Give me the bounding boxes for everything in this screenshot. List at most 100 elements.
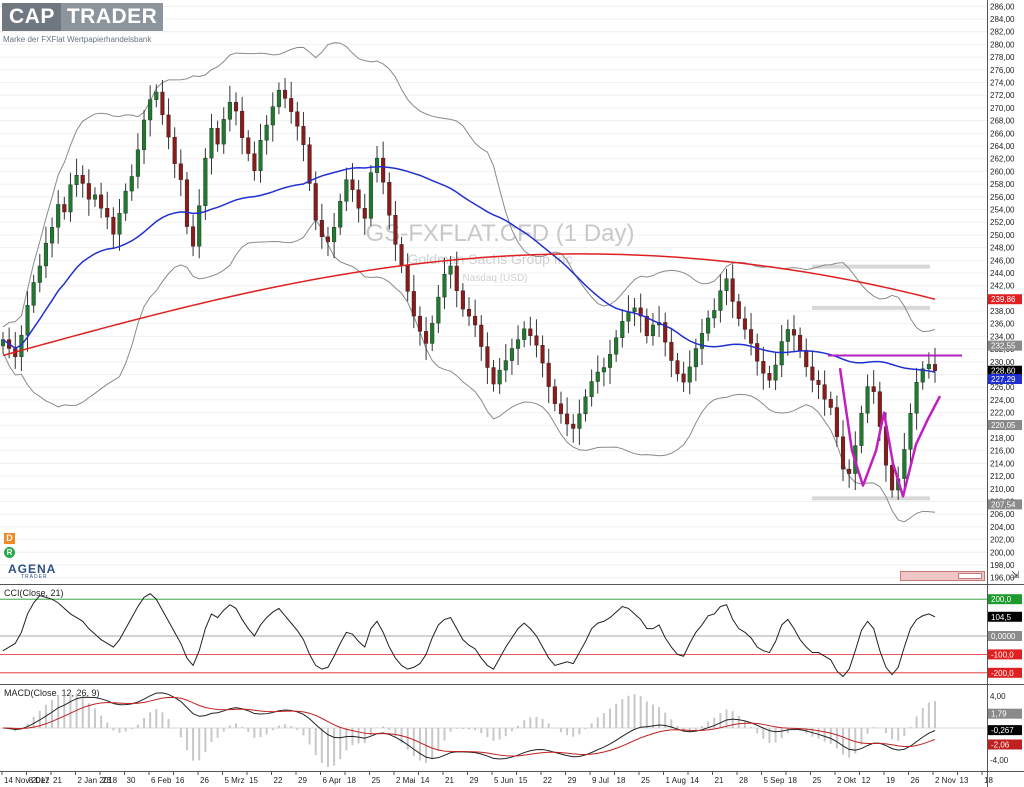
macd-histogram-bar [658, 707, 661, 728]
candle-body [509, 348, 514, 361]
candle-body [614, 337, 619, 355]
price-tick-label: 214,00 [990, 459, 1015, 468]
price-axis[interactable]: 196,00198,00200,00202,00204,00206,00208,… [987, 0, 1023, 584]
candle-body [430, 322, 435, 344]
cci-level-tag [988, 594, 1022, 605]
date-tick-label: 1 Aug [666, 776, 686, 785]
date-tick-label: 21 [445, 776, 454, 785]
sma-fast-line [2, 165, 936, 373]
price-marker-tag [988, 294, 1022, 305]
price-tick-label: 212,00 [990, 472, 1015, 481]
price-pane[interactable]: GS-FXFLAT.CFD (1 Day) Goldman Sachs Grou… [0, 0, 987, 584]
price-tick-label: 250,00 [990, 231, 1015, 240]
r-marker-icon[interactable]: R [4, 547, 15, 558]
candle-body [595, 371, 600, 382]
price-tick-label: 258,00 [990, 180, 1015, 189]
zoom-icon[interactable]: ⇲ [1011, 570, 1020, 581]
macd-histogram-bar [216, 728, 219, 738]
macd-histogram-bar [198, 728, 201, 761]
candle-body [816, 380, 821, 385]
candle-body [687, 366, 692, 383]
candle-body [620, 321, 625, 338]
macd-histogram-bar [204, 728, 207, 753]
date-tick-label: 16 [176, 776, 185, 785]
candle-body [902, 449, 907, 479]
scrollbar-thumb[interactable] [958, 573, 982, 579]
price-tick-label: 200,00 [990, 548, 1015, 557]
price-tick-label: 282,00 [990, 28, 1015, 37]
price-tick-label: 270,00 [990, 104, 1015, 113]
macd-histogram-bar [118, 728, 121, 733]
macd-histogram-bar [670, 719, 673, 728]
candle-body [233, 101, 239, 112]
candle-body [184, 179, 189, 227]
horizontal-zones [812, 264, 930, 501]
candle-body [583, 396, 588, 415]
price-tick-label: 216,00 [990, 447, 1015, 456]
date-tick-label: 5 Sep [764, 776, 785, 785]
macd-histogram-bar [676, 725, 679, 728]
candle-body [834, 407, 839, 437]
agena-word: AGENA [8, 562, 57, 576]
candle-body [221, 119, 226, 145]
chart-subtitle: Goldman Sachs Group Inc [408, 251, 573, 267]
macd-histogram-bar [277, 725, 280, 728]
macd-histogram-bar [639, 696, 642, 728]
candle-body [135, 149, 140, 177]
candle-body [99, 194, 104, 209]
price-marker-label: 239,86 [991, 295, 1016, 304]
candle-body [890, 465, 895, 491]
date-tick-label: 28 [739, 776, 748, 785]
candle-body [424, 331, 429, 344]
price-grid [0, 5, 987, 579]
chart-scrollbar[interactable] [900, 571, 985, 581]
macd-histogram-bar [228, 725, 231, 728]
price-tick-label: 234,00 [990, 332, 1015, 341]
date-tick-label: 14 [421, 776, 430, 785]
date-tick-label: 18 [984, 776, 993, 785]
candle-body [191, 226, 196, 247]
macd-histogram-bar [326, 728, 329, 768]
candle-body [798, 334, 803, 351]
candle-body [632, 307, 637, 312]
macd-histogram-bar [725, 709, 728, 728]
price-tick-label: 242,00 [990, 282, 1015, 291]
candle-body [706, 317, 711, 334]
candle-body [767, 373, 772, 381]
macd-histogram-bar [854, 728, 857, 754]
zone-band [812, 264, 930, 269]
macd-histogram-bar [155, 709, 158, 728]
cci-pane[interactable]: CCI(Close, 21) 200,0 0,0000 -100,0 -200,0 10… [0, 588, 1022, 678]
macd-histogram-bar [26, 723, 29, 728]
macd-histogram-bar [302, 728, 305, 736]
macd-pane[interactable]: MACD(Close, 12, 26, 9) 4,00 -4,00 1,79 -0,2… [0, 688, 1022, 768]
candle-body [589, 381, 594, 397]
cci-last-label: 104,5 [991, 613, 1012, 622]
candle-body [540, 345, 545, 364]
macd-histogram-bar [510, 728, 513, 732]
candle-body [374, 157, 380, 173]
candle-body [37, 265, 42, 283]
price-marker-label: 220,05 [991, 421, 1016, 430]
cci-level-tag [988, 631, 1022, 641]
date-tick-label: 29 [298, 776, 307, 785]
d-marker-icon[interactable]: D [4, 533, 15, 544]
candle-body [565, 413, 570, 425]
macd-histogram-bar [63, 695, 66, 728]
macd-histogram-bar [547, 723, 550, 728]
date-tick-label: 21 [715, 776, 724, 785]
macd-marker-tag [988, 725, 1022, 736]
price-tick-label: 286,00 [990, 2, 1015, 11]
candle-body [932, 364, 938, 371]
macd-histogram-bar [357, 728, 360, 744]
candle-body [393, 214, 398, 245]
chart-title: GS-FXFLAT.CFD (1 Day) [366, 220, 635, 247]
price-tick-label: 246,00 [990, 256, 1015, 265]
macd-histogram-bar [737, 715, 740, 728]
candle-body [56, 204, 61, 228]
brand-logo: CAP TRADER [2, 3, 164, 31]
date-tick-label: 5 Jun [494, 776, 514, 785]
candle-body [491, 367, 496, 385]
macd-histogram-bar [192, 728, 195, 761]
